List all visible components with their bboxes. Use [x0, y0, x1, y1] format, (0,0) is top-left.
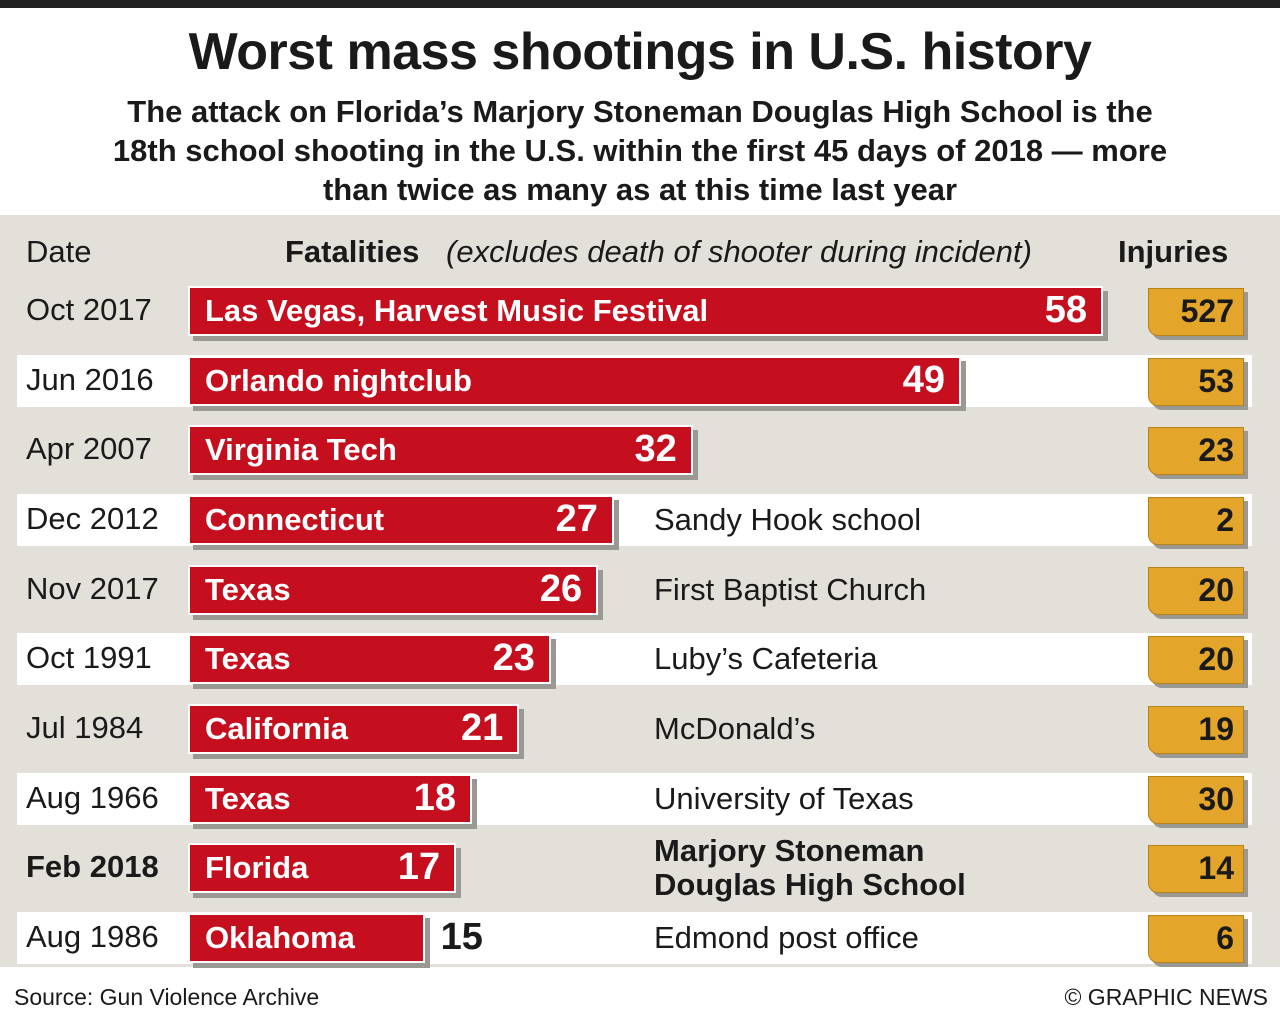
- date-label: Nov 2017: [26, 570, 159, 606]
- injuries-header: Injuries: [1118, 234, 1229, 269]
- bar-label: Connecticut: [205, 502, 385, 537]
- value-label: 58: [1044, 289, 1087, 331]
- injury-box: [1148, 497, 1244, 545]
- bar: [188, 634, 551, 685]
- subtitle: than twice as many as at this time last …: [322, 172, 958, 207]
- bar: [188, 704, 520, 755]
- bar: [188, 843, 457, 894]
- bar-label: Texas: [205, 641, 291, 677]
- injury-box: [1148, 636, 1244, 685]
- injury-box: [1148, 566, 1244, 615]
- description: Luby’s Cafeteria: [654, 641, 878, 677]
- value-label: 32: [634, 428, 677, 471]
- source: Source: Gun Violence Archive: [14, 984, 320, 1010]
- injury-label: 53: [1198, 362, 1234, 399]
- value-label: 27: [555, 498, 598, 540]
- injury-box: [1148, 845, 1244, 894]
- bar: [188, 773, 472, 824]
- injury-label: 23: [1198, 432, 1234, 469]
- bar-label: Texas: [205, 571, 291, 607]
- injury-box: [1148, 357, 1244, 406]
- description: Marjory Stoneman Douglas High School: [654, 833, 966, 903]
- date-label: Feb 2018: [26, 849, 159, 885]
- value-label: 18: [413, 776, 456, 819]
- top-rule: [0, 0, 1280, 8]
- bar-label: Oklahoma: [205, 920, 355, 956]
- injury-box: [1148, 288, 1244, 336]
- date-label: Jul 1984: [26, 710, 144, 746]
- bar: [188, 355, 962, 406]
- value-label: 49: [902, 358, 946, 401]
- description: McDonald’s: [654, 711, 816, 747]
- injury-label: 527: [1180, 293, 1234, 329]
- bar: [188, 425, 693, 476]
- injury-box: [1148, 775, 1244, 824]
- date-label: Oct 2017: [26, 292, 152, 327]
- injury-box: [1148, 706, 1244, 755]
- value-label: 15: [440, 916, 483, 959]
- fatalities-note: (excludes death of shooter during incide…: [446, 234, 1032, 269]
- bar-label: Virginia Tech: [205, 432, 397, 468]
- injury-box: [1148, 427, 1244, 476]
- title: Worst mass shootings in U.S. history: [188, 23, 1092, 81]
- bar-label: Orlando nightclub: [205, 362, 472, 398]
- bar: [188, 286, 1103, 336]
- date-label: Apr 2007: [26, 431, 152, 467]
- value-label: 21: [461, 707, 504, 750]
- date-label: Oct 1991: [26, 640, 152, 676]
- description: Sandy Hook school: [654, 502, 922, 537]
- fatalities-header: Fatalities: [285, 234, 420, 269]
- value-label: 17: [397, 846, 441, 889]
- bar: [188, 495, 614, 545]
- date-label: Jun 2016: [26, 361, 154, 397]
- injury-label: 2: [1216, 502, 1234, 538]
- bar-label: Texas: [205, 780, 291, 816]
- subtitle: 18th school shooting in the U.S. within …: [112, 133, 1168, 168]
- date-label: Aug 1966: [26, 779, 159, 815]
- injury-label: 14: [1198, 850, 1234, 887]
- credit: © GRAPHIC NEWS: [1064, 984, 1268, 1010]
- description: University of Texas: [654, 780, 914, 816]
- bar-label: Florida: [205, 850, 309, 886]
- date-label: Aug 1986: [26, 919, 159, 955]
- injury-label: 6: [1216, 920, 1234, 957]
- injury-label: 20: [1198, 571, 1234, 608]
- value-label: 26: [539, 567, 583, 610]
- injury-label: 19: [1198, 711, 1234, 748]
- bar-label: Las Vegas, Harvest Music Festival: [205, 293, 709, 328]
- date-label: Dec 2012: [26, 501, 159, 536]
- injury-label: 30: [1198, 780, 1234, 817]
- description: Edmond post office: [654, 920, 919, 956]
- bar: [188, 913, 425, 964]
- subtitle: The attack on Florida’s Marjory Stoneman…: [127, 94, 1153, 129]
- bar: [188, 564, 599, 615]
- value-label: 23: [492, 637, 535, 680]
- injury-box: [1148, 915, 1244, 964]
- description: First Baptist Church: [654, 571, 927, 607]
- bar-label: California: [205, 711, 348, 747]
- injury-label: 20: [1198, 641, 1234, 678]
- date-header: Date: [26, 234, 92, 269]
